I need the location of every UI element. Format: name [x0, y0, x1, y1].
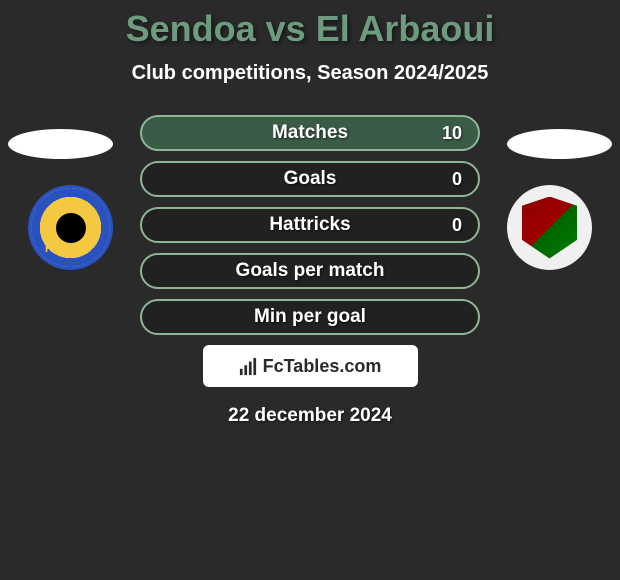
badge-left-initials: HCF	[45, 243, 68, 255]
stat-row: Goals 0	[140, 161, 480, 197]
stats-container: Matches 10 Goals 0 Hattricks 0 Goals per match…	[140, 115, 480, 335]
stat-label: Matches	[272, 122, 348, 144]
stat-row: Goals per match	[140, 253, 480, 289]
player1-name: Sendoa	[126, 8, 256, 49]
stat-row: Matches 10	[140, 115, 480, 151]
stat-row: Hattricks 0	[140, 207, 480, 243]
meta-row: FcTables.com 22 december 2024	[0, 345, 620, 427]
stat-value-right: 10	[442, 123, 462, 144]
player2-club-badge	[507, 185, 592, 270]
badge-left-silhouette	[56, 213, 86, 243]
player1-photo-placeholder	[8, 129, 113, 159]
stat-label: Min per goal	[254, 306, 366, 328]
stat-value-right: 0	[452, 215, 462, 236]
badge-right-inner	[515, 193, 585, 263]
badge-right-shield	[522, 197, 577, 259]
brand-logo: FcTables.com	[203, 345, 418, 387]
player2-name: El Arbaoui	[316, 8, 495, 49]
stat-row: Min per goal	[140, 299, 480, 335]
player2-photo-placeholder	[507, 129, 612, 159]
date-text: 22 december 2024	[228, 405, 392, 427]
stat-value-right: 0	[452, 169, 462, 190]
stat-label: Goals per match	[236, 260, 385, 282]
player1-club-badge: HCF	[28, 185, 113, 270]
brand-text: FcTables.com	[263, 356, 382, 377]
chart-icon	[239, 356, 257, 377]
badge-left-inner	[31, 188, 110, 267]
stat-label: Hattricks	[269, 214, 350, 236]
main-content: HCF Matches 10 Goals 0 Hattricks 0 Goals per m…	[0, 115, 620, 427]
stat-label: Goals	[284, 168, 337, 190]
subtitle: Club competitions, Season 2024/2025	[0, 62, 620, 85]
vs-label: vs	[266, 8, 306, 49]
comparison-title: Sendoa vs El Arbaoui	[0, 0, 620, 50]
